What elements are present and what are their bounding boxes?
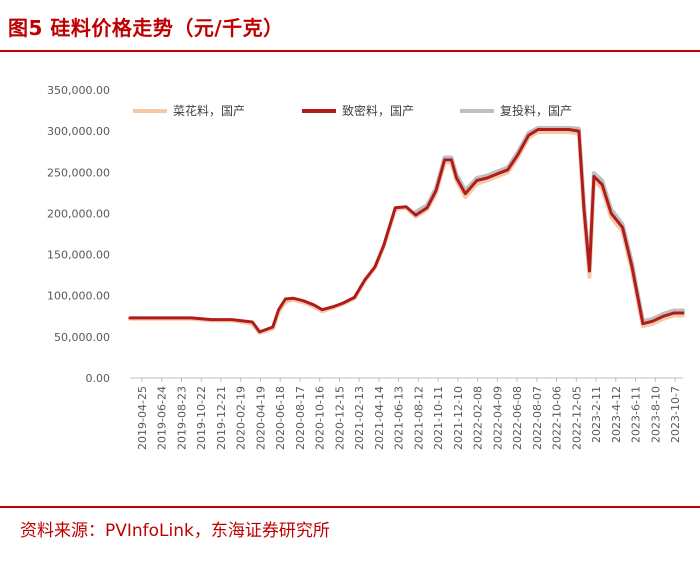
x-tick-label: 2023-2-11 — [590, 386, 603, 443]
y-tick-label: 0.00 — [86, 372, 111, 385]
x-tick-label: 2019-08-23 — [175, 386, 188, 450]
source-note: 资料来源：PVInfoLink，东海证券研究所 — [20, 521, 330, 541]
x-tick-label: 2021-10-11 — [432, 386, 445, 450]
x-axis: 2019-04-25 2019-06-24 2019-08-23 2019-10-22… — [130, 377, 683, 450]
y-tick-label: 100,000.00 — [47, 290, 110, 303]
x-tick-label: 2022-08-07 — [531, 386, 544, 450]
x-tick-label: 2022-06-08 — [511, 386, 524, 450]
figure-title: 图5 硅料价格走势（元/千克） — [8, 16, 284, 40]
x-tick-label: 2022-02-08 — [472, 386, 485, 450]
x-tick-label: 2023-4-12 — [610, 386, 623, 443]
series-line-1 — [128, 128, 685, 334]
x-tick-label: 2023-10-7 — [669, 386, 682, 443]
x-tick-label: 2020-06-18 — [274, 386, 287, 450]
x-tick-label: 2019-10-22 — [195, 386, 208, 450]
x-tick-label: 2021-08-12 — [412, 386, 425, 450]
x-tick-label: 2023-8-10 — [649, 386, 662, 443]
y-tick-label: 300,000.00 — [47, 125, 110, 138]
series-lines — [128, 125, 685, 335]
x-tick-label: 2019-04-25 — [136, 386, 149, 450]
y-tick-label: 350,000.00 — [47, 84, 110, 97]
x-tick-label: 2020-04-19 — [254, 386, 267, 450]
title-rule — [0, 50, 700, 52]
x-tick-label: 2021-12-10 — [452, 386, 465, 450]
price-chart: 0.00 50,000.00 100,000.00 150,000.00 200,000… — [47, 84, 685, 450]
x-tick-label: 2022-04-09 — [491, 386, 504, 450]
legend-label-2: 复投料，国产 — [500, 103, 572, 118]
x-tick-label: 2020-02-19 — [235, 386, 248, 450]
source-rule — [0, 506, 700, 508]
y-tick-label: 200,000.00 — [47, 207, 110, 220]
y-tick-label: 150,000.00 — [47, 249, 110, 262]
x-tick-label: 2023-6-11 — [630, 386, 643, 443]
legend: 菜花料，国产 致密料，国产 复投料，国产 — [133, 103, 572, 118]
x-tick-label: 2020-10-16 — [314, 386, 327, 450]
x-tick-label: 2020-08-17 — [294, 386, 307, 450]
x-tick-label: 2019-06-24 — [156, 386, 169, 450]
x-tick-label: 2022-10-06 — [551, 386, 564, 450]
x-tick-label: 2021-04-14 — [373, 386, 386, 450]
series-line-0 — [128, 130, 685, 335]
x-tick-label: 2019-12-21 — [215, 386, 228, 450]
legend-label-0: 菜花料，国产 — [173, 103, 245, 118]
x-tick-label: 2022-12-05 — [570, 386, 583, 450]
x-tick-label: 2021-06-13 — [393, 386, 406, 450]
y-tick-label: 50,000.00 — [54, 331, 110, 344]
legend-label-1: 致密料，国产 — [342, 103, 414, 118]
x-tick-label: 2021-02-13 — [353, 386, 366, 450]
x-tick-label: 2020-12-15 — [333, 386, 346, 450]
y-axis: 0.00 50,000.00 100,000.00 150,000.00 200,000… — [47, 84, 110, 385]
series-line-2 — [413, 125, 685, 324]
y-tick-label: 250,000.00 — [47, 166, 110, 179]
